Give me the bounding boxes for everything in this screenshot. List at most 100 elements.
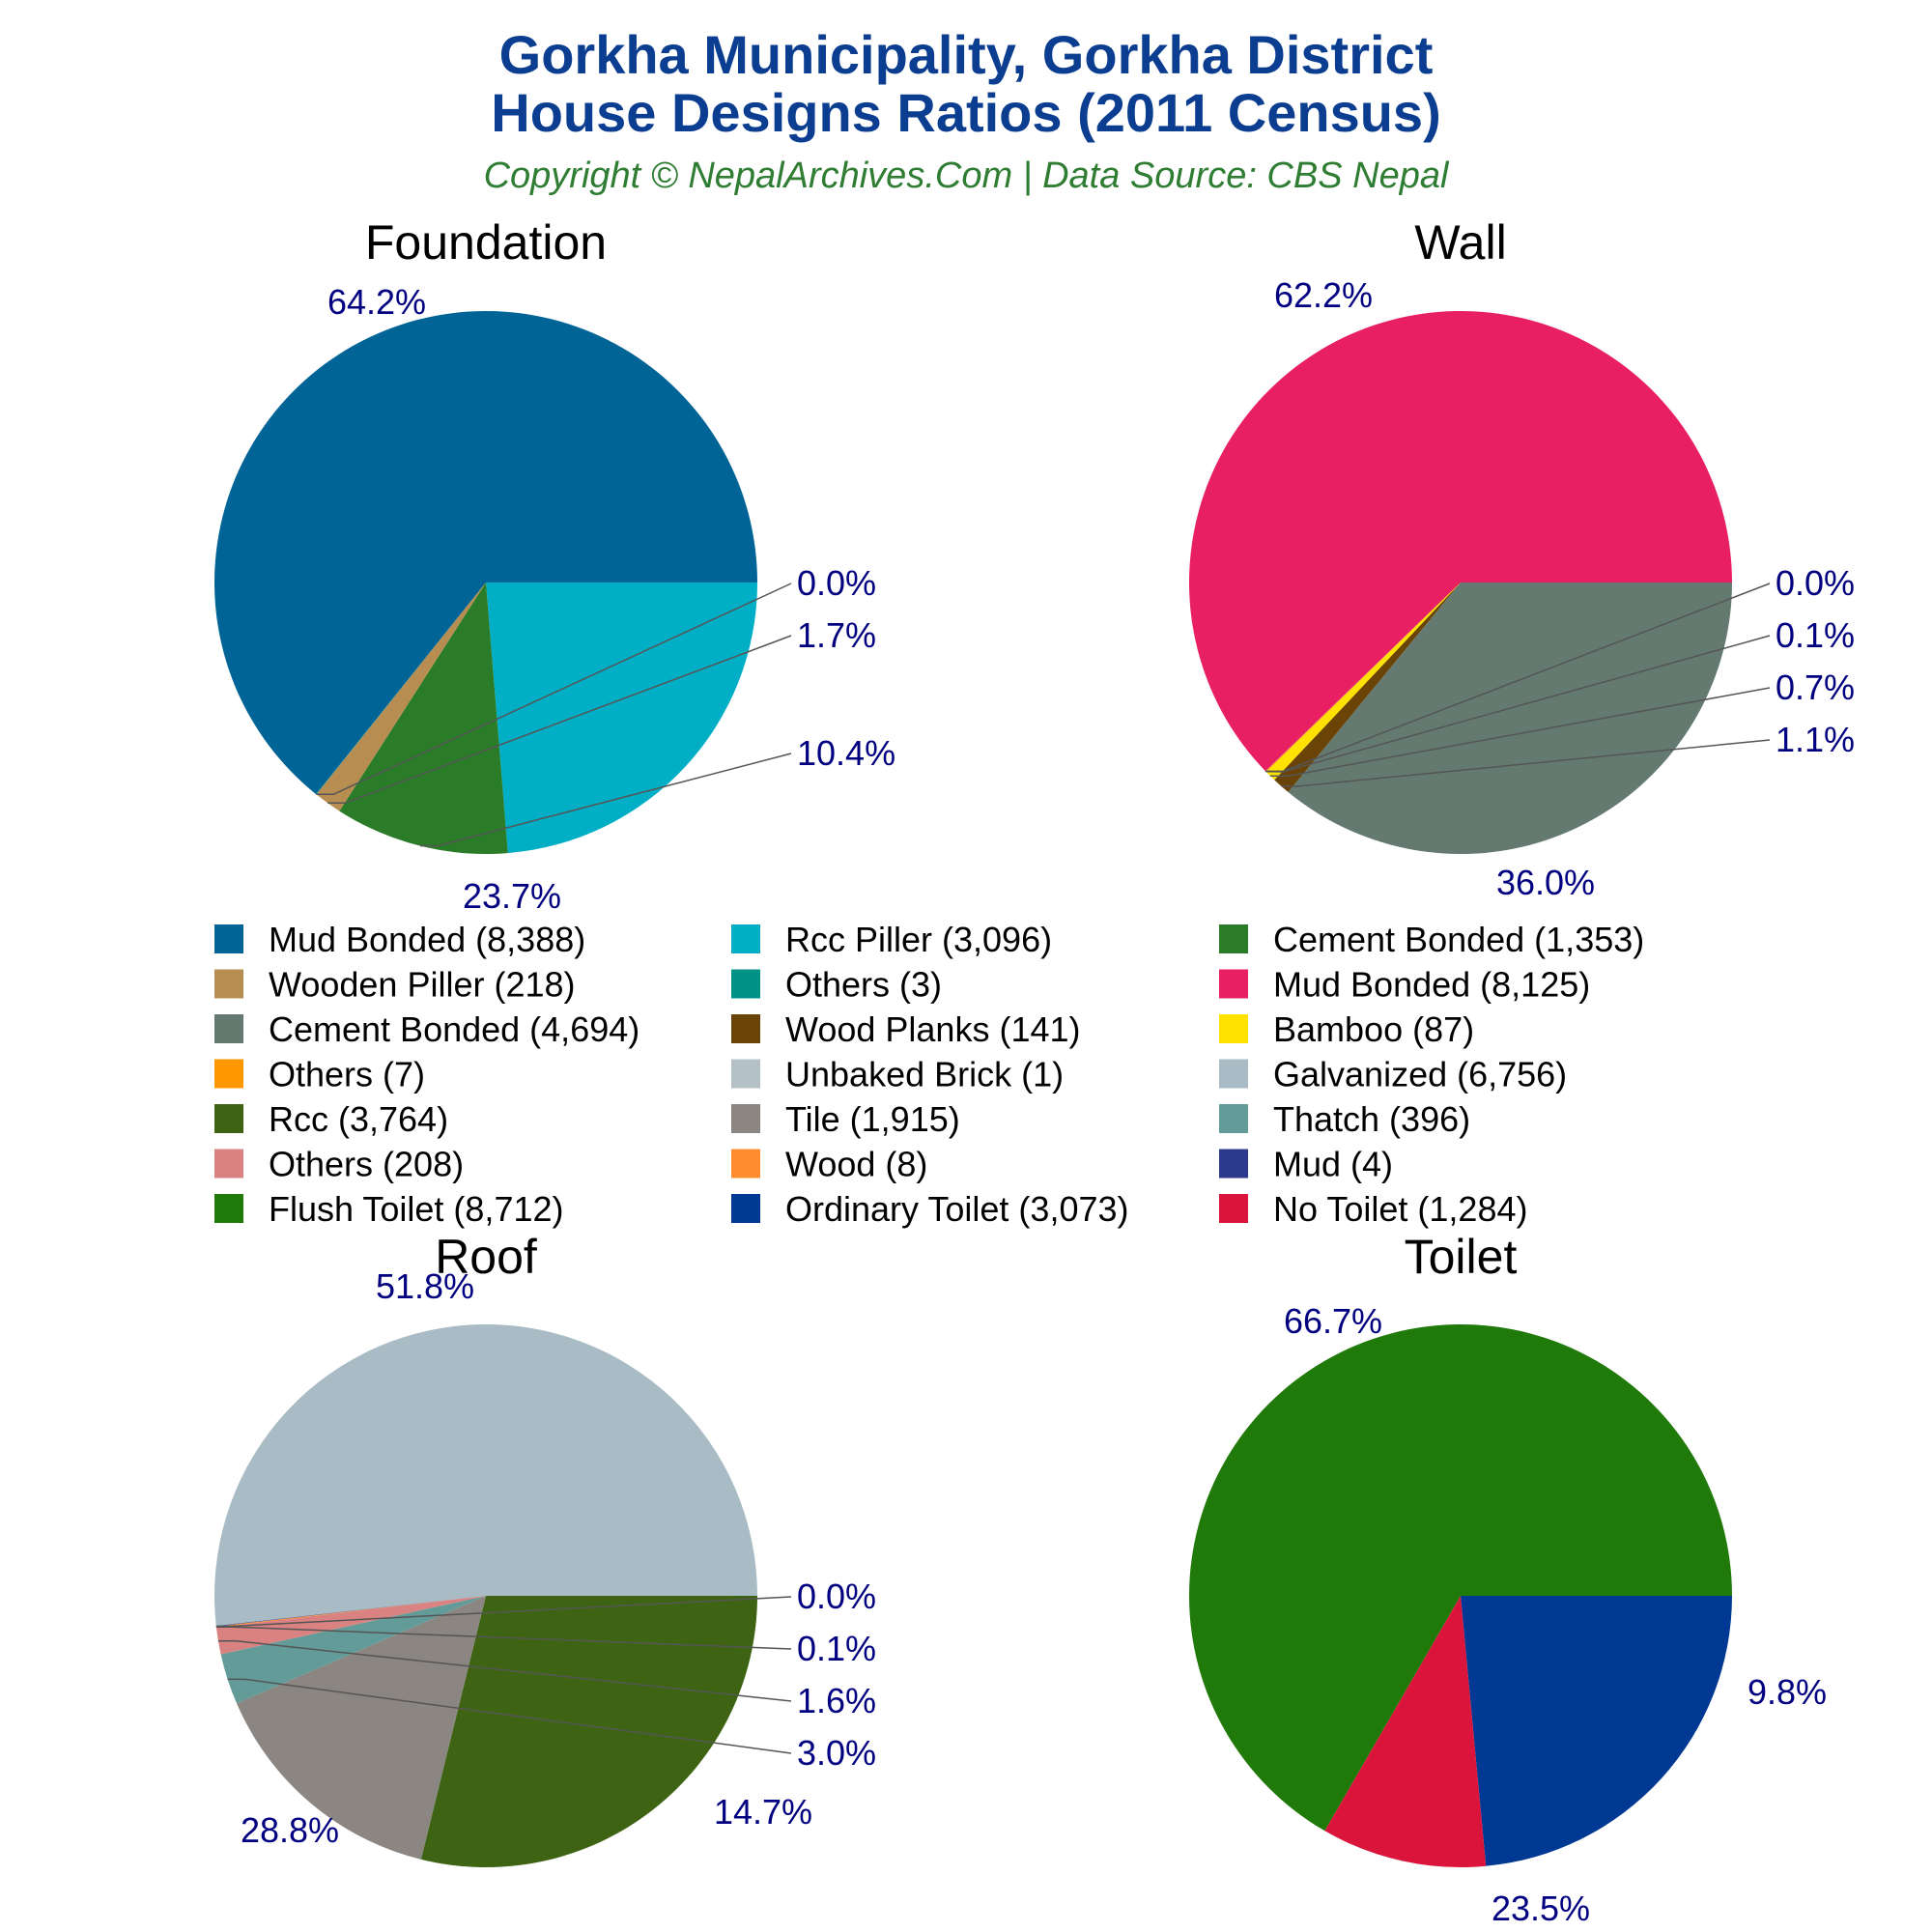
legend-swatch	[1219, 1104, 1248, 1133]
legend-item: Mud (4)	[1219, 1145, 1393, 1184]
pie-title-toilet: Toilet	[1405, 1230, 1518, 1284]
legend-swatch	[731, 1149, 760, 1179]
pct-label-foundation-rcc-piller: 23.7%	[463, 876, 561, 916]
pie-slice-toilet-flush-toilet	[1189, 1324, 1732, 1832]
legend-swatch	[214, 1149, 243, 1179]
legend-item: Thatch (396)	[1219, 1099, 1470, 1139]
pie-slice-wall-others	[1265, 582, 1461, 773]
legend-swatch	[1219, 1149, 1248, 1179]
pie-foundation: Foundation 64.2% 23.7% 0.0% 1.7% 10.4%	[213, 215, 895, 916]
legend-swatch	[1219, 1194, 1248, 1223]
pie-title-roof: Roof	[435, 1230, 537, 1284]
legend-label: Ordinary Toilet (3,073)	[785, 1189, 1129, 1229]
pie-slice-foundation-cement-bonded	[339, 582, 508, 855]
pie-title-foundation: Foundation	[365, 215, 607, 270]
legend-swatch	[214, 1104, 243, 1133]
pie-slice-roof-rcc	[420, 1596, 757, 1868]
legend-swatch	[1219, 969, 1248, 999]
callout-line-roof-mud	[215, 1596, 792, 1628]
callout-line-roof-wood	[215, 1626, 792, 1650]
pct-label-wall-wood-planks: 1.1%	[1776, 720, 1855, 759]
legend-swatch	[214, 924, 243, 953]
pct-label-roof-thatch: 3.0%	[797, 1733, 876, 1773]
pie-slice-toilet-no-toilet	[1324, 1596, 1487, 1868]
pie-wall: Wall 62.2% 36.0% 0.0% 0.1% 0.7% 1.1%	[1189, 215, 1855, 902]
pie-slice-wall-unbaked-brick	[1265, 582, 1461, 772]
pct-label-foundation-wooden-piller: 1.7%	[797, 615, 876, 655]
legend-item: Bamboo (87)	[1219, 1009, 1474, 1049]
pct-label-roof-rcc: 28.8%	[241, 1810, 339, 1850]
pie-slice-wall-cement-bonded	[1288, 582, 1732, 854]
legend-label: Mud (4)	[1273, 1145, 1393, 1184]
pie-slice-foundation-others	[316, 582, 486, 795]
legend-item: Rcc (3,764)	[214, 1099, 448, 1139]
legend-swatch	[731, 1104, 760, 1133]
pct-label-foundation-cement-bonded: 10.4%	[797, 733, 895, 773]
pct-label-foundation-mud-bonded: 64.2%	[327, 282, 426, 322]
legend-label: Thatch (396)	[1273, 1099, 1470, 1139]
pct-label-foundation-others: 0.0%	[797, 563, 876, 603]
legend: Mud Bonded (8,388) Rcc Piller (3,096) Ceme…	[214, 920, 1644, 1229]
pct-label-roof-others: 1.6%	[797, 1681, 876, 1720]
legend-label: Galvanized (6,756)	[1273, 1055, 1567, 1094]
legend-item: Cement Bonded (4,694)	[214, 1009, 639, 1049]
legend-item: Mud Bonded (8,388)	[214, 920, 585, 959]
legend-label: Wood (8)	[785, 1145, 927, 1184]
legend-label: Flush Toilet (8,712)	[269, 1189, 564, 1229]
legend-label: Unbaked Brick (1)	[785, 1055, 1064, 1094]
pct-label-toilet-ordinary-toilet: 23.5%	[1492, 1889, 1590, 1928]
callout-line-wall-others	[1265, 635, 1771, 773]
pct-label-roof-mud: 0.0%	[797, 1577, 876, 1616]
legend-item: Others (7)	[214, 1055, 425, 1094]
legend-swatch	[731, 1194, 760, 1223]
pie-title-wall: Wall	[1414, 215, 1506, 270]
legend-item: Tile (1,915)	[731, 1099, 960, 1139]
legend-label: Mud Bonded (8,388)	[269, 920, 585, 959]
legend-label: No Toilet (1,284)	[1273, 1189, 1527, 1229]
callout-line-roof-others	[217, 1639, 792, 1702]
pie-toilet: Toilet 66.7% 23.5% 9.8%	[1189, 1230, 1827, 1928]
pct-label-toilet-no-toilet: 9.8%	[1747, 1672, 1827, 1712]
legend-item: Ordinary Toilet (3,073)	[731, 1189, 1129, 1229]
pie-slice-roof-wood	[215, 1596, 487, 1628]
legend-item: Cement Bonded (1,353)	[1219, 920, 1644, 959]
legend-label: Wood Planks (141)	[785, 1009, 1081, 1049]
legend-swatch	[1219, 1014, 1248, 1043]
legend-item: Others (3)	[731, 965, 942, 1005]
legend-swatch	[731, 1059, 760, 1089]
legend-item: Flush Toilet (8,712)	[214, 1189, 564, 1229]
chart-subtitle: Copyright © NepalArchives.Com | Data Sou…	[484, 156, 1450, 196]
legend-swatch	[214, 1014, 243, 1043]
pct-label-wall-cement-bonded: 36.0%	[1496, 863, 1595, 902]
pie-slice-foundation-rcc-piller	[486, 582, 757, 854]
pct-label-roof-tile: 14.7%	[714, 1792, 812, 1832]
pct-label-roof-galvanized: 51.8%	[376, 1266, 474, 1306]
legend-item: Galvanized (6,756)	[1219, 1055, 1567, 1094]
legend-swatch	[731, 969, 760, 999]
legend-item: Mud Bonded (8,125)	[1219, 965, 1590, 1005]
legend-item: Wooden Piller (218)	[214, 965, 576, 1005]
legend-item: Wood Planks (141)	[731, 1009, 1081, 1049]
callout-line-roof-thatch	[227, 1678, 792, 1754]
pie-slice-toilet-ordinary-toilet	[1461, 1596, 1732, 1866]
legend-item: Others (208)	[214, 1145, 464, 1184]
legend-label: Others (208)	[269, 1145, 464, 1184]
legend-item: Wood (8)	[731, 1145, 927, 1184]
legend-label: Cement Bonded (4,694)	[269, 1009, 639, 1049]
legend-item: Unbaked Brick (1)	[731, 1055, 1064, 1094]
legend-item: No Toilet (1,284)	[1219, 1189, 1527, 1229]
pie-slice-foundation-mud-bonded	[213, 310, 757, 795]
pct-label-roof-wood: 0.1%	[797, 1629, 876, 1668]
legend-swatch	[731, 1014, 760, 1043]
legend-label: Cement Bonded (1,353)	[1273, 920, 1644, 959]
pct-label-wall-bamboo: 0.7%	[1776, 668, 1855, 707]
pie-slice-roof-galvanized	[213, 1323, 758, 1627]
pie-slice-roof-others	[215, 1596, 486, 1655]
legend-label: Others (7)	[269, 1055, 425, 1094]
callout-line-wall-wood-planks	[1281, 739, 1771, 787]
pie-slice-wall-bamboo	[1265, 582, 1461, 781]
legend-label: Wooden Piller (218)	[269, 965, 576, 1005]
pct-label-toilet-flush-toilet: 66.7%	[1284, 1301, 1382, 1341]
